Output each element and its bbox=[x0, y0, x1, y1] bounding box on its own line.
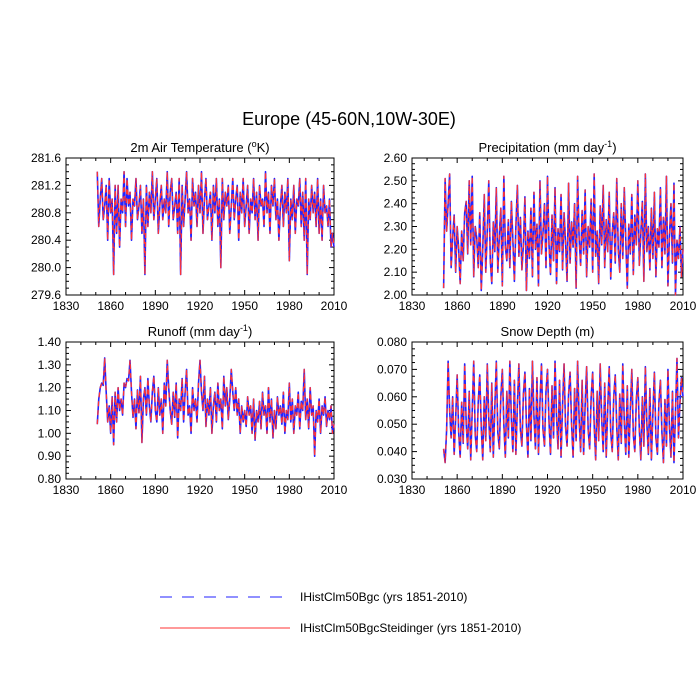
y-tick-label: 2.20 bbox=[384, 242, 408, 256]
series-line-ihistclm50bgcsteidinger bbox=[96, 171, 335, 276]
chart-panel-4: Snow Depth (m) 1830 1860 1890 1920 1950 1980 20… bbox=[377, 324, 697, 497]
x-tick-label: 2010 bbox=[321, 299, 348, 313]
y-tick-label: 281.2 bbox=[31, 178, 61, 192]
chart-panel-2: Precipitation (mm day-1) 1830 1860 1890 1920… bbox=[384, 139, 697, 313]
y-tick-label: 2.40 bbox=[384, 197, 408, 211]
y-tick-label: 0.80 bbox=[38, 472, 62, 486]
y-tick-label: 1.40 bbox=[38, 335, 62, 349]
y-tick-label: 281.6 bbox=[31, 151, 61, 165]
legend-label-1: IHistClm50Bgc (yrs 1851-2010) bbox=[300, 590, 467, 604]
chart-panels: 2m Air Temperature (oK) 1830 1860 1890 1920 1… bbox=[31, 139, 697, 497]
y-tick-label: 0.030 bbox=[377, 472, 407, 486]
x-tick-label: 2010 bbox=[321, 483, 348, 497]
y-tick-label: 1.00 bbox=[38, 426, 62, 440]
x-tick-label: 1860 bbox=[97, 299, 124, 313]
y-tick-label: 0.90 bbox=[38, 449, 62, 463]
x-tick-label: 1890 bbox=[489, 483, 516, 497]
x-tick-label: 1920 bbox=[534, 483, 561, 497]
x-tick-label: 1830 bbox=[53, 483, 80, 497]
x-tick-label: 1860 bbox=[97, 483, 124, 497]
x-tick-label: 1950 bbox=[231, 299, 258, 313]
x-tick-label: 1830 bbox=[399, 483, 426, 497]
x-tick-label: 1920 bbox=[187, 483, 214, 497]
figure-title: Europe (45-60N,10W-30E) bbox=[242, 109, 456, 129]
x-tick-label: 1950 bbox=[579, 299, 606, 313]
legend: IHistClm50Bgc (yrs 1851-2010) IHistClm50B… bbox=[160, 590, 521, 635]
y-tick-label: 2.10 bbox=[384, 265, 408, 279]
y-tick-label: 280.4 bbox=[31, 233, 61, 247]
y-tick-label: 0.040 bbox=[377, 445, 407, 459]
x-tick-label: 1950 bbox=[231, 483, 258, 497]
chart-panel-1: 2m Air Temperature (oK) 1830 1860 1890 1920 1… bbox=[31, 139, 348, 313]
panel-title: Snow Depth (m) bbox=[501, 324, 595, 339]
x-tick-label: 1890 bbox=[142, 483, 169, 497]
y-tick-label: 280.8 bbox=[31, 206, 61, 220]
x-tick-label: 1920 bbox=[187, 299, 214, 313]
x-tick-label: 1980 bbox=[624, 483, 651, 497]
y-tick-label: 0.070 bbox=[377, 362, 407, 376]
x-tick-label: 1890 bbox=[489, 299, 516, 313]
y-tick-label: 1.20 bbox=[38, 381, 62, 395]
x-tick-label: 1920 bbox=[534, 299, 561, 313]
y-tick-label: 0.050 bbox=[377, 417, 407, 431]
y-tick-label: 1.30 bbox=[38, 358, 62, 372]
y-tick-label: 280.0 bbox=[31, 261, 61, 275]
x-tick-label: 1980 bbox=[624, 299, 651, 313]
y-tick-label: 2.00 bbox=[384, 288, 408, 302]
x-tick-label: 1860 bbox=[444, 299, 471, 313]
x-tick-label: 1980 bbox=[276, 483, 303, 497]
x-tick-label: 1890 bbox=[142, 299, 169, 313]
y-tick-label: 2.50 bbox=[384, 174, 408, 188]
y-tick-label: 2.30 bbox=[384, 220, 408, 234]
x-tick-label: 1950 bbox=[579, 483, 606, 497]
y-tick-label: 0.080 bbox=[377, 335, 407, 349]
series-line-ihistclm50bgcsteidinger bbox=[96, 357, 335, 457]
legend-label-2: IHistClm50BgcSteidinger (yrs 1851-2010) bbox=[300, 621, 521, 635]
x-tick-label: 1980 bbox=[276, 299, 303, 313]
x-tick-label: 1830 bbox=[53, 299, 80, 313]
series-line-ihistclm50bgc bbox=[442, 357, 684, 464]
series-line-ihistclm50bgcsteidinger bbox=[442, 357, 684, 464]
y-tick-label: 1.10 bbox=[38, 404, 62, 418]
x-tick-label: 2010 bbox=[670, 299, 697, 313]
panel-title: 2m Air Temperature (oK) bbox=[130, 139, 269, 155]
y-tick-label: 0.060 bbox=[377, 390, 407, 404]
series-line-ihistclm50bgcsteidinger bbox=[442, 173, 684, 296]
y-tick-label: 279.6 bbox=[31, 288, 61, 302]
x-tick-label: 1830 bbox=[399, 299, 426, 313]
x-tick-label: 2010 bbox=[670, 483, 697, 497]
y-tick-label: 2.60 bbox=[384, 151, 408, 165]
x-tick-label: 1860 bbox=[444, 483, 471, 497]
plot-frame bbox=[65, 157, 335, 296]
panel-title: Runoff (mm day-1) bbox=[148, 323, 253, 339]
chart-panel-3: Runoff (mm day-1) 1830 1860 1890 1920 1950 198… bbox=[38, 323, 348, 497]
panel-title: Precipitation (mm day-1) bbox=[478, 139, 616, 155]
